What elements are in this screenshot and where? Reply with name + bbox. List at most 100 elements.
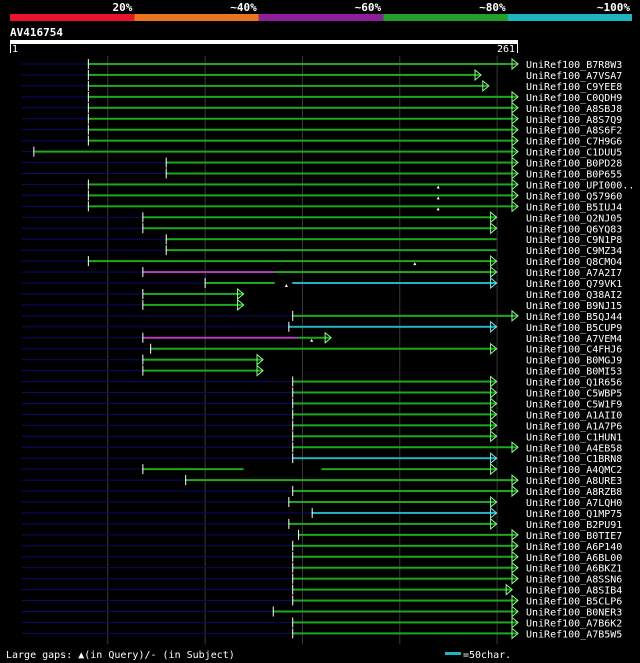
hit-row[interactable]: UniRef100_C0QDH9 — [21, 90, 623, 104]
hit-row[interactable]: UniRef100_A8S6F2 — [21, 123, 623, 137]
hit-label[interactable]: UniRef100_UPI000.. — [526, 180, 634, 191]
hit-label[interactable]: UniRef100_B9NJ15 — [526, 301, 622, 312]
hit-label[interactable]: UniRef100_B5IUJ4 — [526, 202, 622, 213]
hit-label[interactable]: UniRef100_C1HUN1 — [526, 432, 622, 443]
hit-label[interactable]: UniRef100_C1BRN8 — [526, 454, 622, 465]
hit-row[interactable]: UniRef100_B5CLP6 — [21, 594, 623, 608]
hit-row[interactable]: UniRef100_B2PU91 — [21, 517, 623, 531]
hit-label[interactable]: UniRef100_Q1R656 — [526, 378, 622, 389]
hit-row[interactable]: UniRef100_A7VSA7 — [21, 68, 623, 82]
hit-label[interactable]: UniRef100_Q8CMO4 — [526, 257, 622, 268]
hit-label[interactable]: UniRef100_A8SBJ8 — [526, 104, 622, 115]
hit-row[interactable]: UniRef100_A1AII0 — [21, 408, 623, 421]
hit-row[interactable]: UniRef100_A6BL00 — [21, 550, 623, 564]
hit-row[interactable]: UniRef100_C1BRN8 — [21, 452, 623, 465]
hit-label[interactable]: UniRef100_A7A2I7 — [526, 268, 622, 279]
hit-label[interactable]: UniRef100_A1AII0 — [526, 410, 622, 421]
hit-label[interactable]: UniRef100_B5QJ44 — [526, 312, 622, 323]
hit-label[interactable]: UniRef100_Q1MP75 — [526, 509, 622, 520]
hit-row[interactable]: UniRef100_C9YEE8 — [21, 79, 623, 93]
hit-row[interactable]: UniRef100_Q8CMO4 — [21, 255, 623, 268]
hit-label[interactable]: UniRef100_C7H9G6 — [526, 137, 622, 148]
hit-row[interactable]: UniRef100_C7H9G6 — [21, 134, 623, 148]
hit-row[interactable]: UniRef100_C9N1P8 — [21, 234, 623, 246]
hit-row[interactable]: UniRef100_A6P140 — [21, 539, 623, 553]
hit-label[interactable]: UniRef100_B0PD28 — [526, 159, 622, 170]
hit-row[interactable]: UniRef100_A8S7Q9 — [21, 112, 623, 126]
hit-row[interactable]: UniRef100_B0PD28 — [21, 156, 623, 170]
hit-row[interactable]: UniRef100_Q1MP75 — [21, 506, 623, 520]
hit-label[interactable]: UniRef100_Q6YQ83 — [526, 224, 622, 235]
hit-row[interactable]: UniRef100_A7B5W5 — [21, 627, 623, 640]
hit-label[interactable]: UniRef100_B0P655 — [526, 170, 622, 181]
hit-row[interactable]: UniRef100_B0TIE7 — [21, 528, 623, 542]
hit-row[interactable]: UniRef100_A7A2I7 — [21, 265, 623, 279]
hit-label[interactable]: UniRef100_B0NER3 — [526, 608, 622, 619]
hit-label[interactable]: UniRef100_A8SIB4 — [526, 586, 622, 597]
hit-label[interactable]: UniRef100_A7VSA7 — [526, 71, 622, 82]
hit-label[interactable]: UniRef100_B0MI53 — [526, 367, 622, 378]
hit-row[interactable]: UniRef100_C9MZ34 — [21, 245, 623, 257]
hit-label[interactable]: UniRef100_Q57960 — [526, 191, 622, 202]
hit-row[interactable]: UniRef100_C5WBP5 — [21, 386, 623, 400]
hit-row[interactable]: UniRef100_A4EB58 — [21, 441, 623, 454]
hit-row[interactable]: UniRef100_B5QJ44 — [21, 309, 623, 323]
hit-label[interactable]: UniRef100_A8S6F2 — [526, 126, 622, 137]
hit-row[interactable]: UniRef100_A8RZB8 — [21, 484, 623, 498]
hit-row[interactable]: UniRef100_B5IUJ4 — [21, 200, 623, 213]
hit-row[interactable]: UniRef100_UPI000.. — [21, 178, 635, 191]
hit-row[interactable]: UniRef100_B7R8W3 — [21, 57, 623, 71]
hit-row[interactable]: UniRef100_Q57960 — [21, 189, 623, 202]
hit-row[interactable]: UniRef100_B0NER3 — [21, 605, 623, 619]
hit-row[interactable]: UniRef100_C1DUU5 — [21, 145, 623, 159]
hit-label[interactable]: UniRef100_A8URE3 — [526, 476, 622, 487]
hit-row[interactable]: UniRef100_B5CUP9 — [21, 320, 623, 334]
hit-row[interactable]: UniRef100_A8SBJ8 — [21, 101, 623, 115]
hit-label[interactable]: UniRef100_C9N1P8 — [526, 235, 622, 246]
hit-row[interactable]: UniRef100_Q38AI2 — [21, 287, 623, 301]
hit-label[interactable]: UniRef100_A1A7P6 — [526, 421, 622, 432]
hit-row[interactable]: UniRef100_A4QMC2 — [21, 463, 623, 476]
hit-row[interactable]: UniRef100_C5W1F9 — [21, 397, 623, 410]
hit-label[interactable]: UniRef100_C0QDH9 — [526, 93, 622, 104]
hit-row[interactable]: UniRef100_B0MI53 — [21, 364, 623, 378]
hit-label[interactable]: UniRef100_B0MGJ9 — [526, 356, 622, 367]
hit-label[interactable]: UniRef100_A7LQH0 — [526, 498, 622, 509]
hit-label[interactable]: UniRef100_Q79VK1 — [526, 279, 622, 290]
hit-label[interactable]: UniRef100_A4QMC2 — [526, 465, 622, 476]
hit-label[interactable]: UniRef100_A6BKZ1 — [526, 564, 622, 575]
hit-label[interactable]: UniRef100_B0TIE7 — [526, 531, 622, 542]
hit-label[interactable]: UniRef100_A8S7Q9 — [526, 115, 622, 126]
hit-row[interactable]: UniRef100_B0MGJ9 — [21, 353, 623, 367]
hit-label[interactable]: UniRef100_A8SSN6 — [526, 575, 622, 586]
hit-row[interactable]: UniRef100_Q1R656 — [21, 375, 623, 389]
hit-label[interactable]: UniRef100_C5W1F9 — [526, 399, 622, 410]
hit-row[interactable]: UniRef100_Q79VK1 — [21, 276, 623, 290]
hit-label[interactable]: UniRef100_Q2NJ05 — [526, 213, 622, 224]
hit-row[interactable]: UniRef100_A8SSN6 — [21, 572, 623, 586]
hit-label[interactable]: UniRef100_Q38AI2 — [526, 290, 622, 301]
hit-label[interactable]: UniRef100_A8RZB8 — [526, 487, 622, 498]
hit-label[interactable]: UniRef100_A7VEM4 — [526, 334, 622, 345]
hit-label[interactable]: UniRef100_B7R8W3 — [526, 60, 622, 71]
hit-label[interactable]: UniRef100_C9MZ34 — [526, 246, 622, 257]
hit-label[interactable]: UniRef100_A6BL00 — [526, 553, 622, 564]
hit-row[interactable]: UniRef100_B0P655 — [21, 167, 623, 181]
hit-label[interactable]: UniRef100_A6P140 — [526, 542, 622, 553]
hit-row[interactable]: UniRef100_Q2NJ05 — [21, 211, 623, 224]
hit-row[interactable]: UniRef100_A6BKZ1 — [21, 561, 623, 575]
hit-label[interactable]: UniRef100_C4FHJ6 — [526, 345, 622, 356]
hit-row[interactable]: UniRef100_A7VEM4 — [21, 331, 623, 345]
hit-row[interactable]: UniRef100_A7B6K2 — [21, 616, 623, 629]
hit-row[interactable]: UniRef100_B9NJ15 — [21, 298, 623, 312]
hit-label[interactable]: UniRef100_C5WBP5 — [526, 389, 622, 400]
hit-row[interactable]: UniRef100_C1HUN1 — [21, 430, 623, 443]
hit-row[interactable]: UniRef100_Q6YQ83 — [21, 222, 623, 235]
hit-label[interactable]: UniRef100_C9YEE8 — [526, 82, 622, 93]
hit-label[interactable]: UniRef100_A7B5W5 — [526, 629, 622, 640]
hit-label[interactable]: UniRef100_C1DUU5 — [526, 148, 622, 159]
hit-label[interactable]: UniRef100_A7B6K2 — [526, 618, 622, 629]
hit-row[interactable]: UniRef100_A1A7P6 — [21, 419, 623, 432]
hit-label[interactable]: UniRef100_B2PU91 — [526, 520, 622, 531]
hit-label[interactable]: UniRef100_B5CLP6 — [526, 597, 622, 608]
